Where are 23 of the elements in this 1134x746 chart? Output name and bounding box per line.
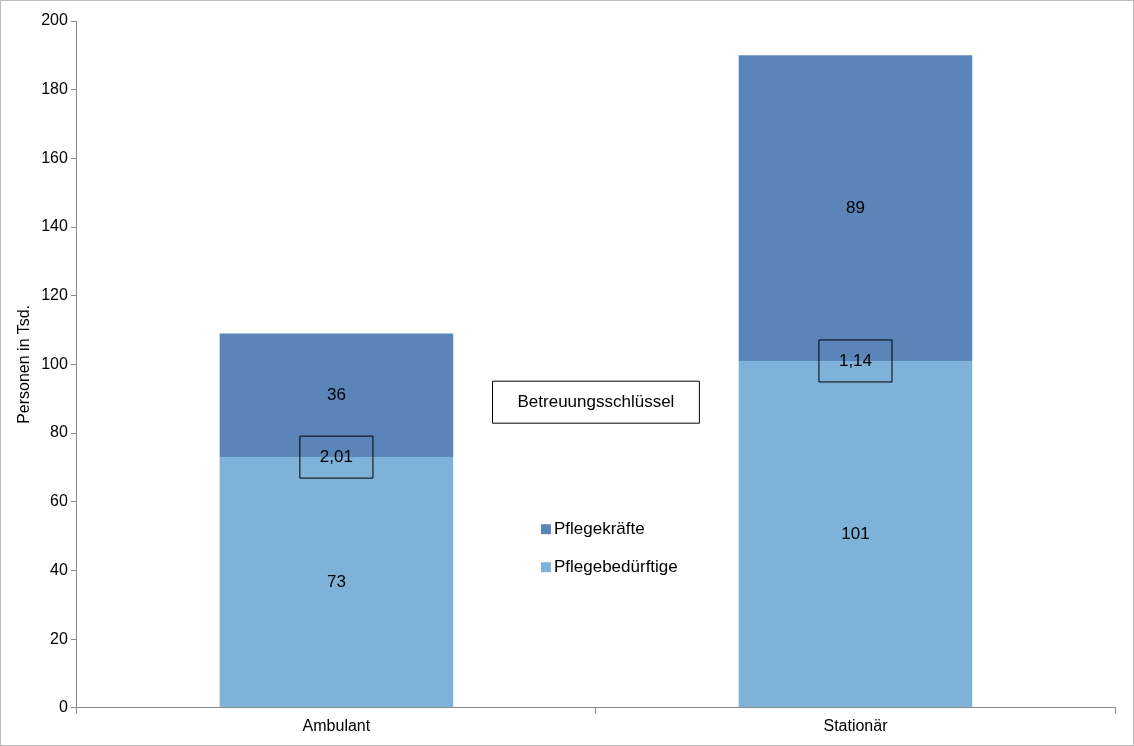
y-tick-label: 140 — [41, 217, 68, 235]
data-label: 89 — [846, 197, 865, 217]
data-label: 73 — [326, 571, 346, 591]
annotation: 2,01 — [319, 446, 353, 466]
y-axis-title: Personen in Tsd. — [15, 304, 33, 424]
y-tick-label: 60 — [50, 492, 68, 510]
y-tick-label: 80 — [50, 423, 68, 441]
x-tick-label: Stationär — [823, 716, 889, 734]
legend-label: Pflegebedürftige — [553, 556, 678, 576]
data-label: 101 — [841, 523, 870, 543]
y-tick-label: 180 — [41, 80, 68, 98]
annotation: Betreuungsschlüssel — [517, 391, 675, 411]
y-tick-label: 20 — [50, 629, 68, 647]
y-tick-label: 40 — [50, 560, 68, 578]
legend-label: Pflegekräfte — [553, 518, 645, 538]
y-tick-label: 200 — [41, 11, 68, 29]
annotation: 1,14 — [838, 350, 873, 370]
y-tick-label: 100 — [41, 354, 68, 372]
data-label: 36 — [326, 384, 346, 404]
y-tick-label: 160 — [41, 148, 68, 166]
x-tick-label: Ambulant — [302, 716, 371, 734]
y-tick-label: 0 — [58, 698, 68, 716]
y-tick-label: 120 — [41, 286, 68, 304]
